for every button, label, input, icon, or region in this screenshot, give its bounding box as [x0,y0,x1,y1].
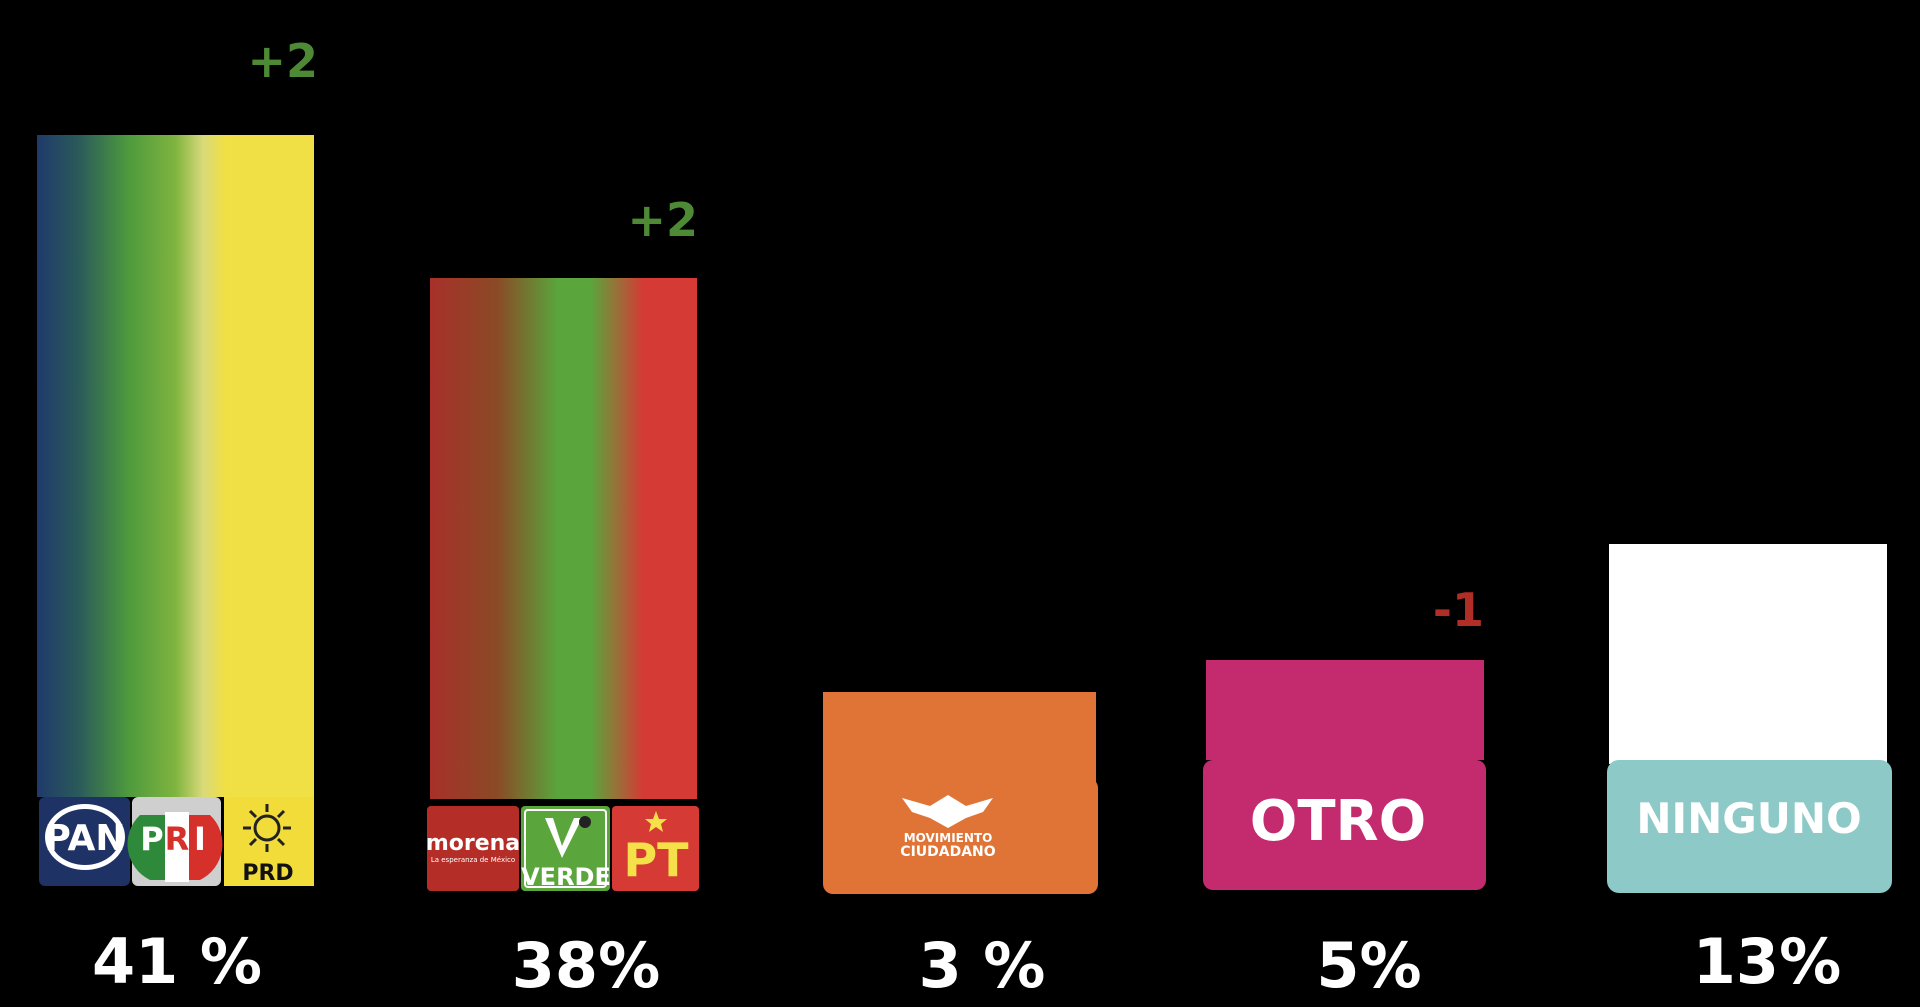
bar-mc [823,692,1096,792]
morena-logo-icon: morena La esperanza de México [426,806,520,891]
svg-text:NINGUNO: NINGUNO [1636,794,1861,843]
percent-label-coalition-a: 41 % [92,925,262,998]
percent-label-ninguno: 13% [1693,925,1841,998]
change-label-coalition-a: +2 [247,34,318,88]
svg-text:morena: morena [426,831,520,856]
pt-logo-icon: PT [612,806,699,891]
pri-logo-icon: P R I [127,797,223,886]
bar-coalition-a [37,135,314,797]
bar-coalition-b [430,278,697,799]
svg-text:OTRO: OTRO [1250,789,1427,854]
otro-badge: OTRO [1203,760,1486,890]
svg-text:PAN: PAN [44,818,125,859]
svg-text:R: R [165,820,190,858]
svg-text:La esperanza de México: La esperanza de México [431,856,515,864]
change-label-coalition-b: +2 [627,193,698,247]
prd-sun-icon [243,804,291,852]
svg-text:VERDE: VERDE [521,863,611,891]
mc-eagle-icon [902,795,993,828]
svg-text:CIUDADANO: CIUDADANO [900,844,995,860]
pt-star-icon [645,811,667,832]
svg-text:MOVIMIENTO: MOVIMIENTO [904,831,993,845]
mc-logo-badge: MOVIMIENTO CIUDADANO [823,778,1098,894]
percent-label-otro: 5% [1316,929,1421,1002]
svg-text:PT: PT [623,833,689,887]
bar-ninguno [1609,544,1887,764]
pan-logo-icon: PAN [39,797,130,886]
svg-text:PRD: PRD [242,861,293,886]
ninguno-badge: NINGUNO [1607,760,1892,893]
verde-toucan-icon [545,818,582,858]
change-label-otro: -1 [1433,583,1484,637]
verde-logo-icon: VERDE [521,806,611,891]
percent-label-mc: 3 % [919,929,1046,1002]
percent-label-coalition-b: 38% [512,929,660,1002]
svg-text:P: P [140,820,163,858]
bar-otro [1206,660,1484,760]
svg-text:I: I [194,820,206,858]
prd-logo-icon: PRD [224,797,314,886]
